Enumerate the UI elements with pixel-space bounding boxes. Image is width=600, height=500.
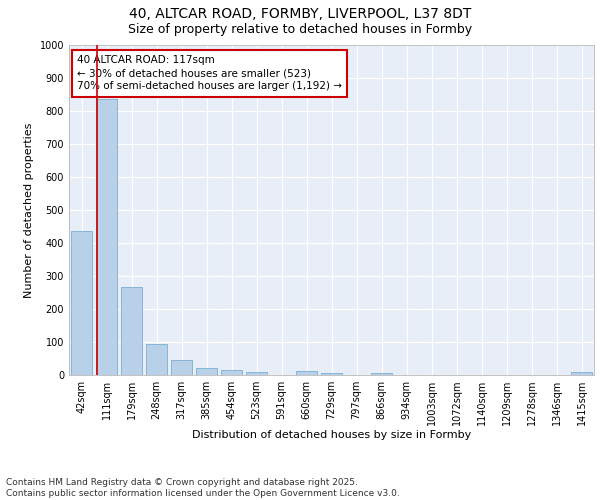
Bar <box>146 344 167 375</box>
Bar <box>321 374 342 375</box>
Bar <box>571 372 592 375</box>
Bar <box>96 100 117 375</box>
Bar <box>371 374 392 375</box>
Y-axis label: Number of detached properties: Number of detached properties <box>24 122 34 298</box>
Bar <box>121 286 142 375</box>
Bar <box>171 360 192 375</box>
Text: Contains HM Land Registry data © Crown copyright and database right 2025.
Contai: Contains HM Land Registry data © Crown c… <box>6 478 400 498</box>
Bar <box>196 368 217 375</box>
Bar <box>246 372 267 375</box>
Bar <box>296 372 317 375</box>
Bar <box>71 232 92 375</box>
Text: 40, ALTCAR ROAD, FORMBY, LIVERPOOL, L37 8DT: 40, ALTCAR ROAD, FORMBY, LIVERPOOL, L37 … <box>129 8 471 22</box>
Text: 40 ALTCAR ROAD: 117sqm
← 30% of detached houses are smaller (523)
70% of semi-de: 40 ALTCAR ROAD: 117sqm ← 30% of detached… <box>77 55 342 92</box>
X-axis label: Distribution of detached houses by size in Formby: Distribution of detached houses by size … <box>192 430 471 440</box>
Bar <box>221 370 242 375</box>
Text: Size of property relative to detached houses in Formby: Size of property relative to detached ho… <box>128 22 472 36</box>
